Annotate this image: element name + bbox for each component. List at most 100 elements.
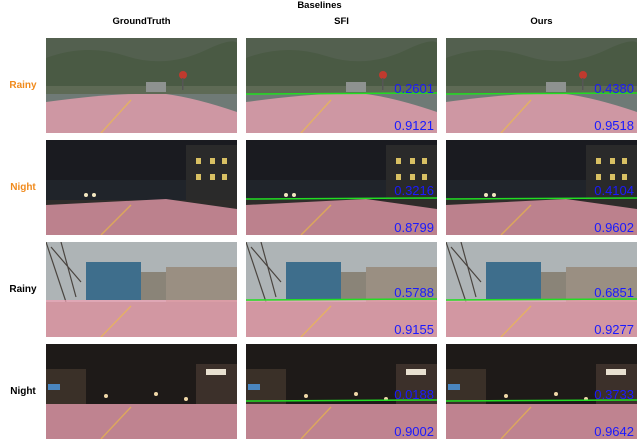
result-image-ours: 0.3733 0.9642 [446, 344, 637, 439]
segmentation-overlay [46, 404, 237, 439]
window-light [422, 174, 427, 180]
upper-score: 0.2601 [394, 81, 434, 96]
window-light [422, 158, 427, 164]
window-light [222, 174, 227, 180]
segmentation-overlay [446, 300, 637, 337]
horizon-line [446, 298, 637, 301]
car [346, 82, 366, 92]
window-light [622, 158, 627, 164]
segmentation-overlay [446, 94, 637, 133]
row-label-night: Night [10, 386, 36, 397]
headlight [84, 193, 88, 197]
bare-tree [446, 242, 482, 303]
street-light [354, 392, 358, 396]
result-image-groundtruth [46, 344, 237, 439]
segmentation-overlay [246, 94, 437, 133]
result-image-sfi: 0.0188 0.9002 [246, 344, 437, 439]
row-label-night: Night [10, 182, 36, 193]
horizon-line [246, 92, 437, 95]
glass-building [286, 262, 341, 300]
result-image-ours: 0.4380 0.9518 [446, 38, 637, 133]
segmentation-overlay [46, 94, 237, 133]
building [186, 145, 237, 200]
headlight [284, 193, 288, 197]
segmentation-overlay [446, 404, 637, 439]
upper-score: 0.4104 [594, 183, 634, 198]
horizon-line [446, 197, 637, 200]
result-image-ours: 0.6851 0.9277 [446, 242, 637, 337]
upper-score: 0.3216 [394, 183, 434, 198]
headlight [492, 193, 496, 197]
window-light [410, 174, 415, 180]
shop-sign [206, 369, 226, 375]
segmentation-overlay [246, 300, 437, 337]
result-image-sfi: 0.2601 0.9121 [246, 38, 437, 133]
lane-marking [300, 406, 332, 439]
segmentation-overlay [246, 404, 437, 439]
segmentation-overlay [46, 300, 237, 337]
shop-sign [248, 384, 260, 390]
headlight [292, 193, 296, 197]
horizon-line [246, 298, 437, 301]
lane-marking [500, 204, 532, 235]
window-light [196, 174, 201, 180]
window-light [222, 158, 227, 164]
stop-sign [179, 71, 187, 79]
horizon-line [446, 399, 637, 402]
lower-score: 0.9602 [594, 220, 634, 235]
result-image-ours: 0.4104 0.9602 [446, 140, 637, 235]
lane-marking [100, 204, 132, 235]
lane-marking [500, 99, 532, 133]
headlight [92, 193, 96, 197]
street-light [304, 394, 308, 398]
stop-sign [579, 71, 587, 79]
stop-sign [379, 71, 387, 79]
lower-score: 0.9518 [594, 118, 634, 133]
lane-marking [300, 99, 332, 133]
window-light [610, 174, 615, 180]
horizon-line [246, 197, 437, 200]
segmentation-overlay [246, 199, 437, 235]
street-light [154, 392, 158, 396]
building [586, 145, 637, 200]
upper-score: 0.4380 [594, 81, 634, 96]
horizon-line [246, 399, 437, 402]
upper-score: 0.5788 [394, 285, 434, 300]
lane-marking [500, 305, 532, 337]
row-label-rainy: Rainy [9, 80, 37, 91]
lane-marking [300, 305, 332, 337]
lane-marking [300, 204, 332, 235]
window-light [596, 174, 601, 180]
window-light [596, 158, 601, 164]
shop-sign [448, 384, 460, 390]
lower-score: 0.9002 [394, 424, 434, 439]
bare-tree [46, 242, 82, 303]
lower-score: 0.9277 [594, 322, 634, 337]
result-image-sfi: 0.5788 0.9155 [246, 242, 437, 337]
window-light [410, 158, 415, 164]
window-light [610, 158, 615, 164]
upper-score: 0.3733 [594, 387, 634, 402]
column-header-sfi: SFI [334, 16, 349, 27]
row-label-rainy: Rainy [9, 284, 37, 295]
window-light [210, 158, 215, 164]
column-header-ours: Ours [530, 16, 553, 27]
result-image-groundtruth [46, 140, 237, 235]
column-header-groundtruth: GroundTruth [112, 16, 171, 27]
segmentation-overlay [46, 199, 237, 235]
window-light [210, 174, 215, 180]
lane-marking [100, 406, 132, 439]
headlight [484, 193, 488, 197]
lower-score: 0.9121 [394, 118, 434, 133]
upper-score: 0.6851 [594, 285, 634, 300]
upper-score: 0.0188 [394, 387, 434, 402]
lower-score: 0.8799 [394, 220, 434, 235]
glass-building [486, 262, 541, 300]
street-light [554, 392, 558, 396]
building [386, 145, 437, 200]
window-light [396, 158, 401, 164]
street-light [504, 394, 508, 398]
result-image-sfi: 0.3216 0.8799 [246, 140, 437, 235]
car [146, 82, 166, 92]
street-light [104, 394, 108, 398]
